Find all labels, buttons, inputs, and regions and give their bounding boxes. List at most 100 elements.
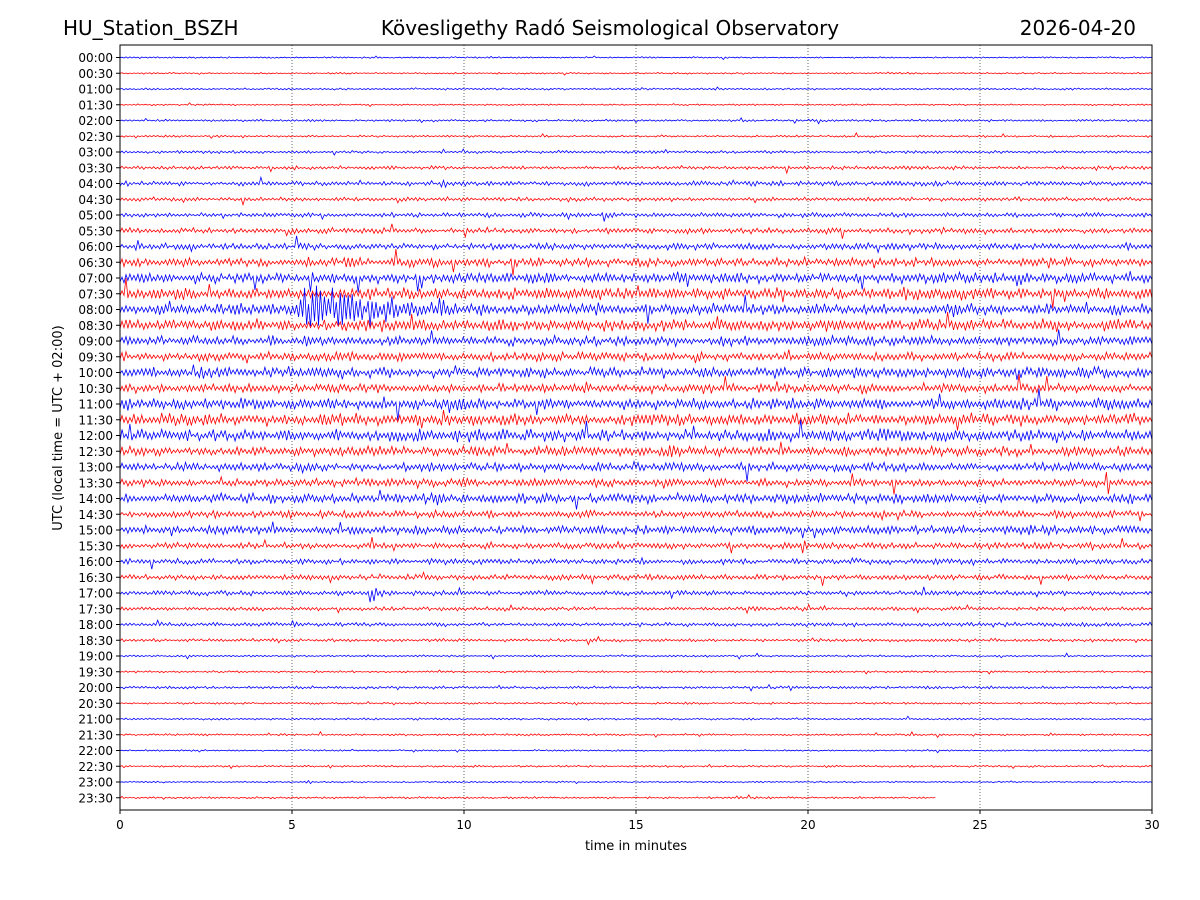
y-tick-label: 00:30 (78, 67, 113, 81)
y-tick-label: 06:00 (78, 240, 113, 254)
trace-2100 (119, 715, 1153, 721)
station-name: HU_Station_BSZH (63, 16, 239, 40)
y-tick-label: 09:30 (78, 350, 113, 364)
y-tick-label: 14:00 (78, 492, 113, 506)
y-tick-label: 06:30 (78, 256, 113, 270)
y-tick-label: 15:00 (78, 524, 113, 538)
trace-1030 (119, 374, 1153, 396)
trace-1630 (119, 570, 1153, 586)
y-tick-label: 15:30 (78, 539, 113, 553)
x-tick-label: 10 (456, 818, 471, 832)
trace-2230 (119, 763, 1153, 770)
trace-2200 (119, 748, 1153, 754)
trace-1930 (119, 669, 1153, 675)
trace-1230 (119, 441, 1153, 459)
trace-1500 (119, 521, 1153, 539)
y-tick-label: 23:30 (78, 791, 113, 805)
y-tick-label: 05:00 (78, 209, 113, 223)
y-tick-label: 08:00 (78, 303, 113, 317)
trace-2000 (119, 683, 1153, 692)
y-tick-label: 12:30 (78, 445, 113, 459)
y-tick-label: 01:30 (78, 98, 113, 112)
trace-1830 (119, 635, 1153, 646)
trace-0300 (119, 148, 1153, 156)
trace-0230 (119, 132, 1153, 139)
x-tick-label: 0 (116, 818, 124, 832)
trace-1900 (119, 652, 1153, 660)
grid-lines (291, 45, 981, 810)
y-tick-label: 20:00 (78, 681, 113, 695)
y-tick-label: 00:00 (78, 51, 113, 65)
y-tick-label: 04:30 (78, 193, 113, 207)
y-tick-label: 21:00 (78, 713, 113, 727)
trace-1200 (119, 419, 1153, 444)
y-tick-label: 20:30 (78, 697, 113, 711)
y-tick-label: 01:00 (78, 83, 113, 97)
y-tick-label: 10:30 (78, 382, 113, 396)
x-tick-label: 30 (1144, 818, 1159, 832)
x-tick-label: 20 (800, 818, 815, 832)
x-axis-label: time in minutes (585, 839, 687, 854)
trace-0700 (119, 270, 1153, 293)
trace-1300 (119, 460, 1153, 482)
y-tick-label: 22:30 (78, 760, 113, 774)
x-tick-label: 15 (628, 818, 643, 832)
trace-0600 (119, 235, 1153, 254)
y-tick-label: 03:30 (78, 161, 113, 175)
trace-0800 (119, 285, 1153, 328)
trace-2030 (119, 701, 1153, 706)
trace-1700 (119, 586, 1153, 603)
trace-0200 (119, 117, 1153, 125)
y-tick-label: 17:00 (78, 587, 113, 601)
y-tick-label: 19:30 (78, 665, 113, 679)
y-tick-label: 03:00 (78, 146, 113, 160)
trace-0130 (119, 102, 1153, 108)
x-tick-label: 25 (972, 818, 987, 832)
trace-2130 (119, 730, 1153, 739)
x-axis-ticks: 0 5 10 15 20 25 30 (116, 810, 1160, 832)
y-tick-label: 21:30 (78, 728, 113, 742)
trace-2300 (119, 779, 1153, 785)
trace-0830 (119, 312, 1153, 333)
trace-1430 (119, 508, 1153, 522)
y-tick-label: 02:00 (78, 114, 113, 128)
trace-1800 (119, 619, 1153, 628)
y-tick-label: 14:30 (78, 508, 113, 522)
y-tick-label: 07:00 (78, 272, 113, 286)
trace-1000 (119, 364, 1153, 380)
trace-0730 (119, 277, 1153, 309)
y-tick-label: 11:00 (78, 398, 113, 412)
trace-1100 (119, 388, 1153, 421)
y-tick-label: 18:30 (78, 634, 113, 648)
trace-0000 (119, 55, 1153, 61)
y-tick-label: 22:00 (78, 744, 113, 758)
trace-0900 (119, 329, 1153, 348)
trace-1400 (119, 489, 1153, 510)
y-tick-label: 02:30 (78, 130, 113, 144)
y-tick-label: 16:30 (78, 571, 113, 585)
trace-1600 (119, 556, 1153, 570)
trace-2330 (119, 794, 936, 800)
trace-0330 (119, 164, 1153, 175)
trace-0530 (119, 223, 1153, 239)
seismic-traces (119, 55, 1153, 800)
trace-0930 (119, 349, 1153, 364)
trace-1730 (119, 603, 1153, 615)
y-tick-label: 04:00 (78, 177, 113, 191)
y-tick-label: 05:30 (78, 224, 113, 238)
y-tick-label: 12:00 (78, 429, 113, 443)
y-axis-label: UTC (local time = UTC + 02:00) (51, 325, 66, 530)
trace-0500 (119, 211, 1153, 222)
y-tick-label: 17:30 (78, 602, 113, 616)
y-tick-label: 11:30 (78, 413, 113, 427)
y-tick-label: 16:00 (78, 555, 113, 569)
y-tick-label: 18:00 (78, 618, 113, 632)
y-tick-label: 23:00 (78, 776, 113, 790)
y-tick-label: 07:30 (78, 287, 113, 301)
trace-0030 (119, 71, 1153, 76)
y-tick-label: 08:30 (78, 319, 113, 333)
chart-title: Kövesligethy Radó Seismological Observat… (380, 16, 840, 40)
trace-0100 (119, 86, 1153, 91)
